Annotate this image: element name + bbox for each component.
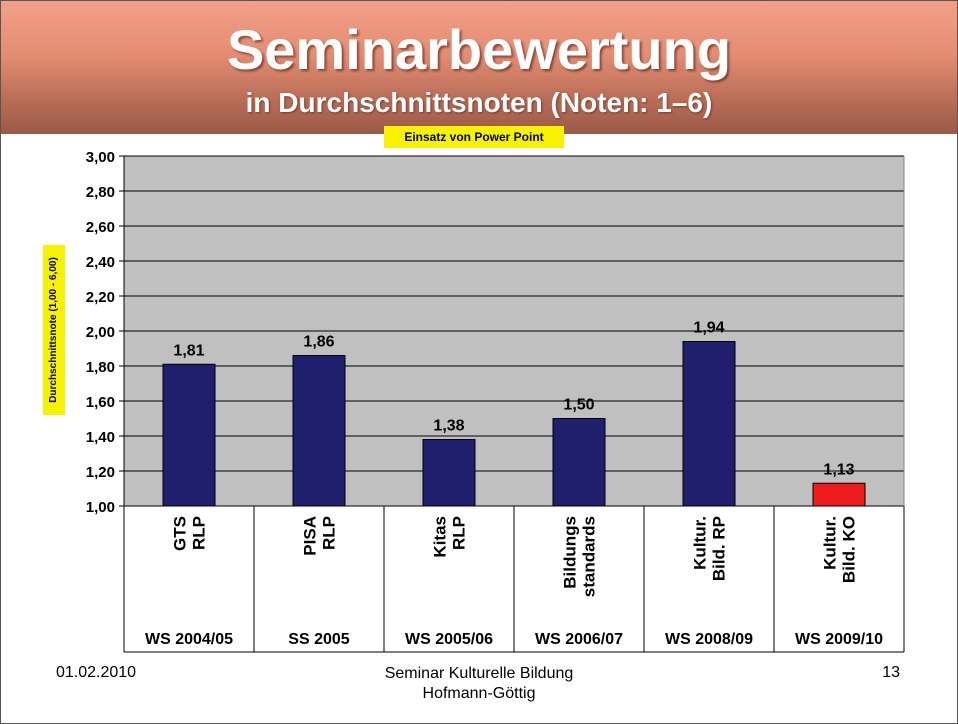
power-point-note-badge: Einsatz von Power Point bbox=[384, 126, 564, 148]
title-band bbox=[1, 1, 957, 134]
category-label-line: Bild. KO bbox=[840, 516, 859, 583]
bar bbox=[552, 418, 606, 507]
category-period-label: WS 2005/06 bbox=[405, 631, 493, 648]
category-label-line: PISA bbox=[301, 516, 320, 556]
page-number: 13 bbox=[882, 664, 900, 681]
category-label: Kitas RLP bbox=[431, 516, 469, 558]
category-label-line: Kitas bbox=[431, 516, 450, 558]
y-tick-label: 1,40 bbox=[86, 429, 115, 446]
y-tick-label: 1,20 bbox=[86, 464, 115, 481]
y-tick-label: 2,60 bbox=[86, 219, 115, 236]
slide-subtitle: in Durchschnittsnoten (Noten: 1–6) bbox=[245, 87, 713, 118]
footer-center: Seminar Kulturelle Bildung Hofmann-Götti… bbox=[0, 664, 958, 704]
slide-title: Seminarbewertung bbox=[226, 18, 732, 81]
category-period-label: WS 2006/07 bbox=[535, 631, 623, 648]
category-label: Kultur. Bild. RP bbox=[691, 516, 729, 581]
bar-value-label: 1,38 bbox=[433, 418, 464, 435]
category-period-label: WS 2009/10 bbox=[795, 631, 883, 648]
category-label-line: Kultur. bbox=[691, 516, 710, 570]
footer-seminar: Seminar Kulturelle Bildung bbox=[384, 665, 574, 682]
category-label-line: standards bbox=[580, 516, 599, 597]
category-label-line: Bild. RP bbox=[710, 516, 729, 581]
category-label-line: Kultur. bbox=[821, 516, 840, 570]
y-tick-label: 1,60 bbox=[86, 394, 115, 411]
bar bbox=[162, 363, 216, 507]
bar-value-label: 1,94 bbox=[693, 320, 724, 337]
y-tick-label: 1,80 bbox=[86, 359, 115, 376]
category-label: GTS RLP bbox=[171, 516, 209, 551]
bar-value-label: 1,81 bbox=[173, 342, 204, 359]
y-tick-label: 1,00 bbox=[86, 499, 115, 516]
category-period-label: SS 2005 bbox=[288, 631, 349, 648]
bar-value-label: 1,50 bbox=[563, 397, 594, 414]
bar-value-label: 1,13 bbox=[823, 461, 854, 478]
category-label: Kultur. Bild. KO bbox=[821, 516, 859, 583]
category-label-line: Bildungs bbox=[561, 516, 580, 589]
bar bbox=[812, 482, 866, 507]
footer-author: Hofmann-Göttig bbox=[422, 685, 536, 702]
y-tick-label: 2,00 bbox=[86, 324, 115, 341]
category-label: PISA RLP bbox=[301, 516, 339, 556]
y-axis-label-highlight bbox=[43, 245, 65, 415]
y-tick-label: 2,40 bbox=[86, 254, 115, 271]
y-tick-label: 2,80 bbox=[86, 184, 115, 201]
bar bbox=[682, 341, 736, 507]
bar-value-label: 1,86 bbox=[303, 334, 334, 351]
category-period-label: WS 2008/09 bbox=[665, 631, 753, 648]
category-label-line: RLP bbox=[320, 516, 339, 550]
category-period-label: WS 2004/05 bbox=[145, 631, 233, 648]
footer-date: 01.02.2010 bbox=[56, 664, 137, 681]
bar bbox=[292, 355, 346, 507]
category-label-line: RLP bbox=[190, 516, 209, 550]
y-tick-label: 2,20 bbox=[86, 289, 115, 306]
category-label: Bildungs standards bbox=[561, 516, 599, 597]
bar bbox=[422, 439, 476, 507]
category-label-line: RLP bbox=[450, 516, 469, 550]
category-label-line: GTS bbox=[171, 516, 190, 551]
y-tick-label: 3,00 bbox=[86, 149, 115, 166]
